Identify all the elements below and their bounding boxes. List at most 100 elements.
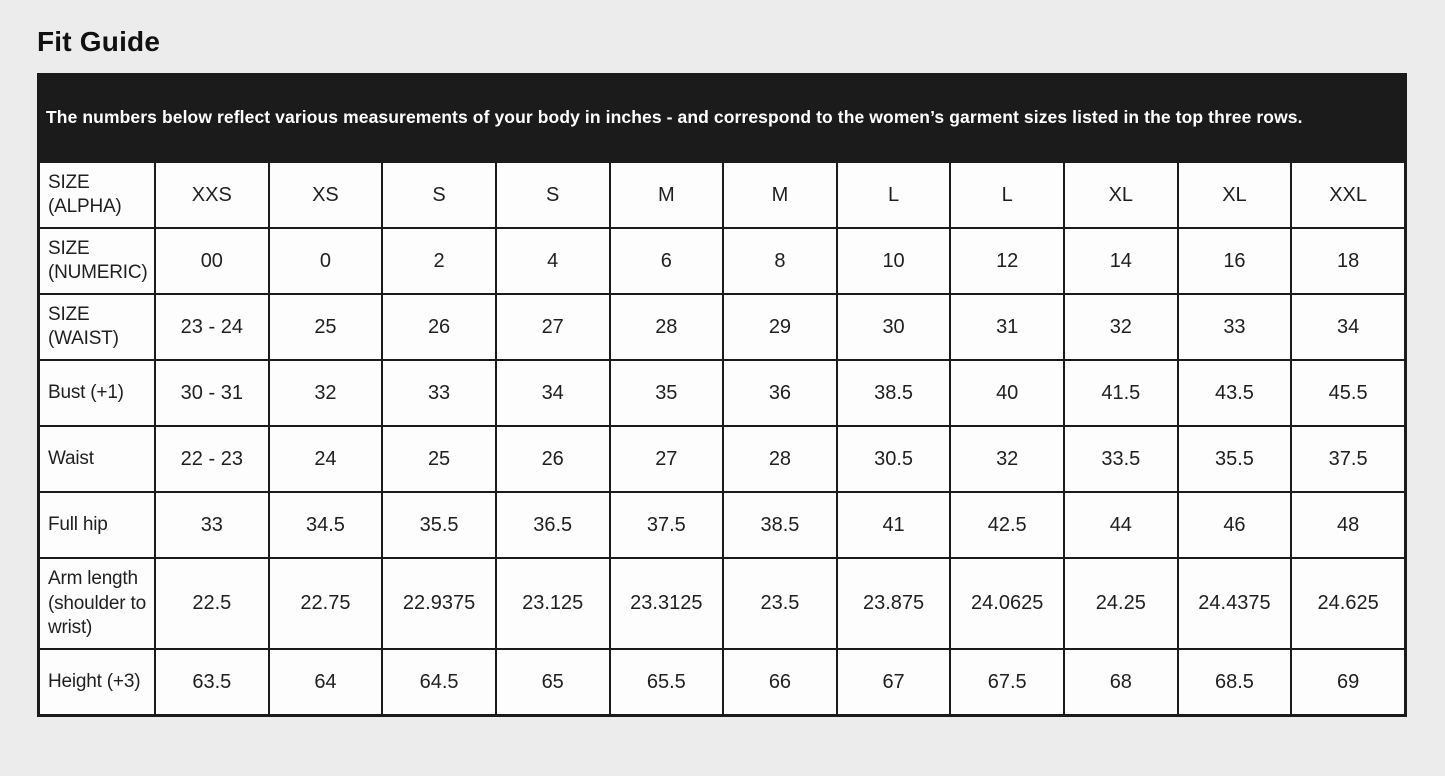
table-cell: 30 - 31 bbox=[154, 359, 270, 428]
table-cell: XL bbox=[1176, 161, 1293, 230]
table-row-bust: Bust (+1) 30 - 31 32 33 34 35 36 38.5 40… bbox=[38, 359, 1406, 428]
table-cell: 32 bbox=[1063, 293, 1179, 362]
table-cell: 33 bbox=[381, 359, 497, 428]
table-cell: 36.5 bbox=[494, 491, 611, 560]
table-cell: 28 bbox=[722, 425, 838, 494]
table-cell: 23.875 bbox=[835, 557, 952, 651]
table-cell: 30.5 bbox=[835, 425, 952, 494]
table-cell: XL bbox=[1063, 161, 1179, 230]
table-cell: 44 bbox=[1063, 491, 1179, 560]
table-row-full-hip: Full hip 33 34.5 35.5 36.5 37.5 38.5 41 … bbox=[38, 491, 1406, 560]
table-cell: 64.5 bbox=[381, 648, 497, 717]
table-cell: 25 bbox=[267, 293, 384, 362]
table-cell: M bbox=[608, 161, 725, 230]
table-cell: 68 bbox=[1063, 648, 1179, 717]
table-cell: S bbox=[494, 161, 611, 230]
table-cell: 18 bbox=[1290, 227, 1406, 296]
table-cell: 33.5 bbox=[1063, 425, 1179, 494]
table-cell: 45.5 bbox=[1290, 359, 1406, 428]
table-cell: 12 bbox=[949, 227, 1065, 296]
table-row-size-waist: SIZE (WAIST) 23 - 24 25 26 27 28 29 30 3… bbox=[38, 293, 1406, 362]
table-cell: 34 bbox=[1290, 293, 1406, 362]
table-cell: 66 bbox=[722, 648, 838, 717]
table-cell: 65 bbox=[494, 648, 611, 717]
table-cell: 22.75 bbox=[267, 557, 384, 651]
table-cell: 26 bbox=[381, 293, 497, 362]
table-row-size-numeric: SIZE (NUMERIC) 00 0 2 4 6 8 10 12 14 16 … bbox=[38, 227, 1406, 296]
table-cell: 38.5 bbox=[835, 359, 952, 428]
table-cell: 25 bbox=[381, 425, 497, 494]
table-cell: 0 bbox=[267, 227, 384, 296]
table-cell: 00 bbox=[154, 227, 270, 296]
table-row-height: Height (+3) 63.5 64 64.5 65 65.5 66 67 6… bbox=[38, 648, 1406, 717]
row-label-waist: Waist bbox=[38, 425, 156, 494]
table-cell: 2 bbox=[381, 227, 497, 296]
table-cell: 46 bbox=[1176, 491, 1293, 560]
table-cell: 67.5 bbox=[949, 648, 1065, 717]
table-cell: 64 bbox=[267, 648, 384, 717]
row-label-full-hip: Full hip bbox=[38, 491, 156, 560]
table-cell: 33 bbox=[1176, 293, 1293, 362]
table-cell: 38.5 bbox=[722, 491, 838, 560]
table-cell: 22.9375 bbox=[381, 557, 497, 651]
table-cell: 41.5 bbox=[1063, 359, 1179, 428]
table-cell: 35.5 bbox=[381, 491, 497, 560]
table-cell: 68.5 bbox=[1176, 648, 1293, 717]
table-cell: 65.5 bbox=[608, 648, 725, 717]
table-cell: 32 bbox=[949, 425, 1065, 494]
table-cell: 24.0625 bbox=[949, 557, 1065, 651]
table-cell: 23.5 bbox=[722, 557, 838, 651]
row-label-size-numeric: SIZE (NUMERIC) bbox=[38, 227, 156, 296]
table-cell: 37.5 bbox=[1290, 425, 1406, 494]
fit-guide-page: Fit Guide The numbers below reflect vari… bbox=[0, 26, 1445, 718]
table-cell: 8 bbox=[722, 227, 838, 296]
table-cell: 30 bbox=[835, 293, 952, 362]
table-row-arm-length: Arm length (shoulder to wrist) 22.5 22.7… bbox=[38, 557, 1406, 651]
row-label-size-waist: SIZE (WAIST) bbox=[38, 293, 156, 362]
table-cell: 35.5 bbox=[1176, 425, 1293, 494]
table-description: The numbers below reflect various measur… bbox=[38, 74, 1406, 162]
table-cell: 63.5 bbox=[154, 648, 270, 717]
table-cell: 26 bbox=[494, 425, 611, 494]
table-cell: 31 bbox=[949, 293, 1065, 362]
table-cell: 43.5 bbox=[1176, 359, 1293, 428]
table-cell: 37.5 bbox=[608, 491, 725, 560]
table-cell: 34 bbox=[494, 359, 611, 428]
table-cell: 24.4375 bbox=[1176, 557, 1293, 651]
table-cell: 27 bbox=[494, 293, 611, 362]
table-cell: 69 bbox=[1290, 648, 1406, 717]
row-label-size-alpha: SIZE (ALPHA) bbox=[38, 161, 156, 230]
table-cell: 6 bbox=[608, 227, 725, 296]
table-cell: 35 bbox=[608, 359, 725, 428]
table-cell: XS bbox=[267, 161, 384, 230]
table-cell: M bbox=[722, 161, 838, 230]
table-cell: L bbox=[949, 161, 1065, 230]
table-row-waist: Waist 22 - 23 24 25 26 27 28 30.5 32 33.… bbox=[38, 425, 1406, 494]
table-cell: 22.5 bbox=[154, 557, 270, 651]
table-cell: 34.5 bbox=[267, 491, 384, 560]
fit-guide-table: The numbers below reflect various measur… bbox=[37, 73, 1407, 718]
table-cell: 32 bbox=[267, 359, 384, 428]
table-cell: 28 bbox=[608, 293, 725, 362]
table-cell: 41 bbox=[835, 491, 952, 560]
table-cell: 22 - 23 bbox=[154, 425, 270, 494]
size-table: SIZE (ALPHA) XXS XS S S M M L L XL XL XX… bbox=[38, 161, 1406, 717]
table-row-size-alpha: SIZE (ALPHA) XXS XS S S M M L L XL XL XX… bbox=[38, 161, 1406, 230]
table-cell: 67 bbox=[835, 648, 952, 717]
table-cell: 23.125 bbox=[494, 557, 611, 651]
table-cell: L bbox=[835, 161, 952, 230]
table-cell: 23.3125 bbox=[608, 557, 725, 651]
table-cell: 24.25 bbox=[1063, 557, 1179, 651]
row-label-bust: Bust (+1) bbox=[38, 359, 156, 428]
table-cell: 14 bbox=[1063, 227, 1179, 296]
table-cell: 10 bbox=[835, 227, 952, 296]
table-cell: 27 bbox=[608, 425, 725, 494]
row-label-arm-length: Arm length (shoulder to wrist) bbox=[38, 557, 156, 651]
table-cell: 29 bbox=[722, 293, 838, 362]
table-cell: 42.5 bbox=[949, 491, 1065, 560]
table-cell: 33 bbox=[154, 491, 270, 560]
table-cell: 48 bbox=[1290, 491, 1406, 560]
table-cell: XXS bbox=[154, 161, 270, 230]
table-cell: S bbox=[381, 161, 497, 230]
table-cell: 36 bbox=[722, 359, 838, 428]
